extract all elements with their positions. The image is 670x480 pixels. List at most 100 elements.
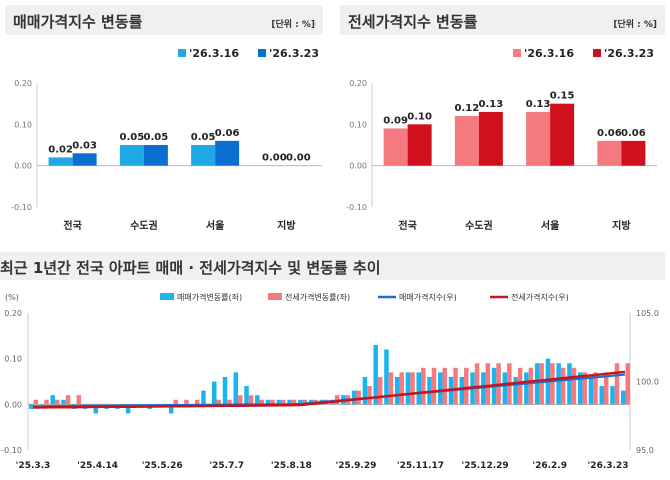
y-tick-label: 0.10 (349, 120, 367, 129)
bar (614, 363, 620, 405)
sale-chart-title-bar: 매매가격지수 변동률 [단위 : %] (5, 5, 323, 35)
bar (215, 140, 240, 166)
category-label: 수도권 (465, 220, 493, 232)
bar (222, 376, 228, 405)
data-label: 0.00 (286, 153, 311, 164)
bar (610, 386, 615, 405)
bar (464, 367, 469, 405)
legend-swatch (268, 293, 282, 300)
bar (50, 395, 56, 405)
category-label: 서울 (541, 219, 559, 232)
bar (281, 399, 286, 405)
bar (383, 128, 408, 166)
bar (582, 372, 587, 405)
data-label: 0.05 (191, 132, 216, 143)
bar (39, 404, 45, 405)
bar (201, 390, 206, 405)
data-label: 0.15 (550, 91, 575, 102)
x-tick-label: '26.3.23 (588, 461, 629, 471)
y-tick-label: 0.00 (349, 162, 367, 171)
legend-label: '26.3.16 (524, 47, 574, 60)
y-tick-label: 0.20 (349, 79, 367, 88)
bar (438, 372, 443, 405)
bar (453, 367, 458, 405)
bar (539, 363, 544, 405)
legend-label: '26.3.23 (604, 47, 654, 60)
bar (184, 399, 189, 405)
x-tick-label: '25.12.29 (461, 461, 508, 471)
y-axis-unit: (%) (5, 293, 19, 302)
bar (168, 404, 174, 414)
bar (416, 372, 421, 405)
sale-chart-unit: [단위 : %] (271, 20, 315, 30)
bar (454, 116, 479, 166)
data-label: 0.06 (597, 128, 622, 139)
bar (377, 376, 383, 405)
y-tick-label: 0.10 (4, 355, 22, 364)
bar (248, 395, 254, 405)
bar (65, 395, 71, 405)
bar (143, 145, 168, 166)
data-label: 0.00 (262, 153, 287, 164)
category-label: 지방 (612, 219, 631, 232)
data-label: 0.02 (48, 144, 73, 155)
legend-label: 매매가격변동률(좌) (177, 292, 242, 302)
bar (485, 363, 491, 405)
bar (399, 372, 404, 405)
data-label: 0.03 (72, 140, 97, 151)
bar (87, 404, 92, 405)
bar (244, 386, 249, 405)
bar (394, 376, 400, 405)
x-tick-label: '25.8.18 (271, 461, 312, 471)
bar (388, 372, 394, 405)
data-label: 0.13 (526, 99, 551, 110)
bar (571, 367, 577, 405)
bar (597, 140, 622, 166)
data-label: 0.12 (455, 103, 480, 114)
bar (76, 395, 82, 405)
data-label: 0.06 (215, 128, 240, 139)
category-label: 전국 (398, 219, 416, 232)
legend-label: '26.3.16 (189, 47, 239, 60)
bar (526, 111, 551, 166)
bar (29, 404, 34, 409)
category-label: 전국 (63, 219, 81, 232)
y-tick-label: -0.10 (11, 203, 32, 212)
y2-tick-label: 100.0 (636, 378, 659, 387)
x-tick-label: '25.9.29 (335, 461, 376, 471)
legend-swatch (513, 49, 521, 57)
x-tick-label: '25.7.7 (209, 461, 244, 471)
jeonse-chart-title-bar: 전세가격지수 변동률 [단위 : %] (340, 5, 665, 35)
bar (259, 399, 265, 405)
x-tick-label: '25.5.26 (142, 461, 183, 471)
y-tick-label: 0.00 (14, 162, 32, 171)
bar (125, 404, 131, 414)
legend-swatch (258, 49, 266, 57)
legend-swatch (178, 49, 186, 57)
bar (48, 157, 73, 166)
data-label: 0.06 (621, 128, 646, 139)
y2-tick-label: 95.0 (636, 446, 654, 455)
bar (291, 399, 297, 405)
bar (577, 372, 583, 405)
y2-tick-label: 105.0 (636, 309, 659, 318)
bar (33, 399, 38, 405)
jeonse-chart-unit: [단위 : %] (613, 20, 657, 30)
trend-chart-title-bar: 최근 1년간 전국 아파트 매매 · 전세가격지수 및 변동률 추이 (0, 252, 665, 280)
bar (265, 399, 271, 405)
bar (98, 404, 103, 405)
bar (55, 399, 60, 405)
x-tick-label: '25.11.17 (397, 461, 444, 471)
bar (191, 145, 216, 166)
bar (194, 399, 200, 405)
bar (410, 372, 415, 405)
y-tick-label: 0.10 (14, 120, 32, 129)
bar (502, 372, 508, 405)
bar (61, 399, 66, 405)
bar (173, 399, 178, 405)
x-tick-label: '25.3.3 (16, 461, 51, 471)
bar (373, 344, 378, 405)
bar (302, 399, 308, 405)
data-label: 0.05 (144, 132, 169, 143)
